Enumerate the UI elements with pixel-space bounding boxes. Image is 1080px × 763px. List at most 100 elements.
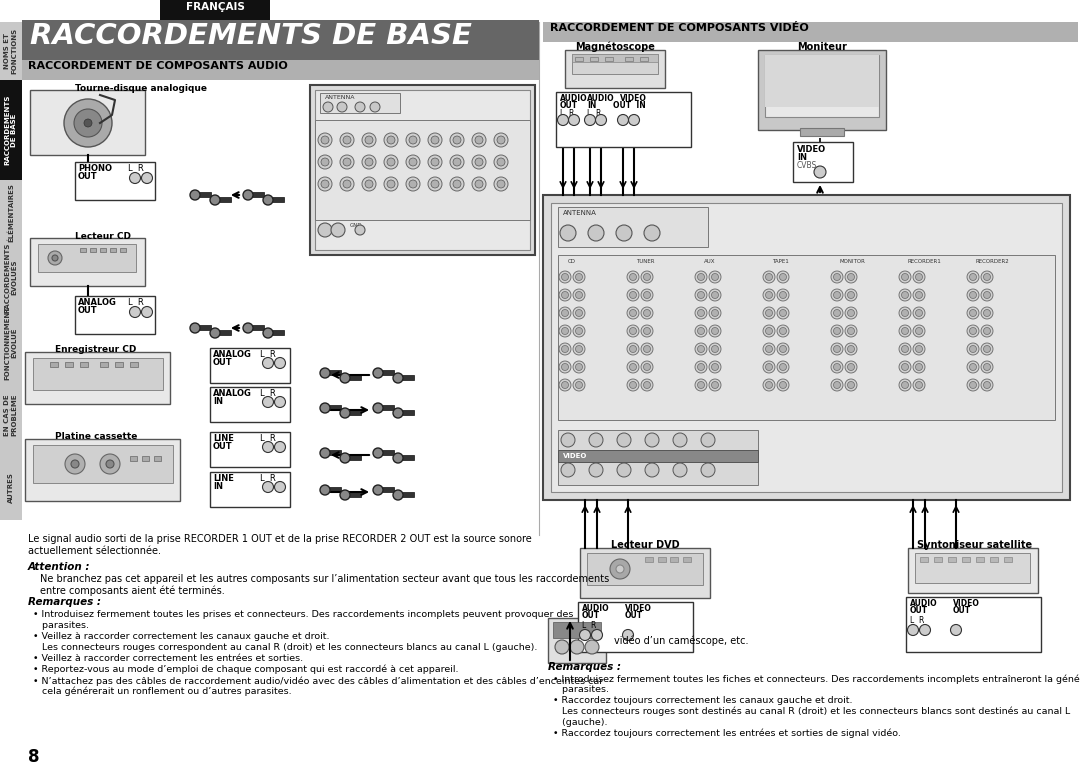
Circle shape [627,307,639,319]
Circle shape [130,172,140,183]
Bar [376,450,394,455]
Bar [343,375,361,380]
Text: L  R: L R [561,109,575,118]
Circle shape [916,291,922,298]
Circle shape [573,325,585,337]
Bar [22,20,539,60]
Text: Moniteur: Moniteur [797,42,847,52]
Circle shape [130,307,140,317]
Circle shape [777,343,789,355]
Circle shape [576,382,582,388]
Circle shape [576,291,582,298]
Circle shape [916,310,922,317]
Text: • Introduisez fermement toutes les fiches et connecteurs. Des raccordements inco: • Introduisez fermement toutes les fiche… [553,674,1080,684]
Bar [556,92,691,147]
Text: RACCORDEMENT DE COMPOSANTS VIDÉO: RACCORDEMENT DE COMPOSANTS VIDÉO [550,23,809,33]
Circle shape [362,155,376,169]
Circle shape [981,379,993,391]
Circle shape [562,363,568,371]
Text: IN: IN [797,153,807,162]
Text: Platine cassette: Platine cassette [55,432,137,441]
Circle shape [370,102,380,112]
Bar [1004,557,1012,562]
Circle shape [831,361,843,373]
Text: IN: IN [213,397,222,406]
Circle shape [428,133,442,147]
Circle shape [494,133,508,147]
Circle shape [970,273,976,281]
Circle shape [589,433,603,447]
Circle shape [428,155,442,169]
Circle shape [559,343,571,355]
Circle shape [696,271,707,283]
Circle shape [627,289,639,301]
Circle shape [981,289,993,301]
Circle shape [834,327,840,334]
Bar [765,55,879,117]
Circle shape [834,273,840,281]
Text: Enregistreur CD: Enregistreur CD [55,345,136,354]
Bar [65,362,73,367]
Circle shape [645,463,659,477]
Bar [625,57,633,61]
Bar [323,405,341,410]
Circle shape [698,382,704,388]
Bar [376,405,394,410]
Bar [323,370,341,375]
Circle shape [497,158,505,166]
Text: L  R: L R [260,434,275,443]
Circle shape [696,289,707,301]
Circle shape [610,559,630,579]
Circle shape [340,133,354,147]
Bar [908,548,1038,593]
Circle shape [967,289,978,301]
Circle shape [627,343,639,355]
Circle shape [340,490,350,500]
Bar [670,557,678,562]
Circle shape [262,481,273,492]
Circle shape [708,361,721,373]
Circle shape [642,361,653,373]
Circle shape [766,310,772,317]
Circle shape [340,453,350,463]
Bar [575,57,583,61]
Bar [310,85,535,255]
Text: AUDIO: AUDIO [582,604,609,613]
Circle shape [848,273,854,281]
Circle shape [141,307,152,317]
Bar [976,557,984,562]
Circle shape [762,307,775,319]
Circle shape [970,327,976,334]
Circle shape [913,289,924,301]
Circle shape [264,328,273,338]
Circle shape [899,361,912,373]
Bar [160,0,270,20]
Circle shape [984,291,990,298]
Circle shape [568,114,580,125]
Circle shape [967,379,978,391]
Circle shape [845,343,858,355]
Circle shape [320,485,330,495]
Text: Ne branchez pas cet appareil et les autres composants sur l’alimentation secteur: Ne branchez pas cet appareil et les autr… [40,574,609,596]
Circle shape [387,158,395,166]
Circle shape [845,361,858,373]
Circle shape [780,291,786,298]
Circle shape [644,310,650,317]
Bar [0,180,22,245]
Text: OUT: OUT [910,606,928,615]
Circle shape [780,327,786,334]
Circle shape [428,177,442,191]
Circle shape [274,397,285,407]
Text: OUT: OUT [625,611,643,620]
Circle shape [698,273,704,281]
Circle shape [355,102,365,112]
Text: AUDIO: AUDIO [561,94,588,103]
Text: L  R: L R [129,298,144,307]
Circle shape [321,180,329,188]
Circle shape [762,379,775,391]
Circle shape [777,307,789,319]
Circle shape [494,177,508,191]
Circle shape [834,291,840,298]
Circle shape [899,343,912,355]
Circle shape [373,403,383,413]
